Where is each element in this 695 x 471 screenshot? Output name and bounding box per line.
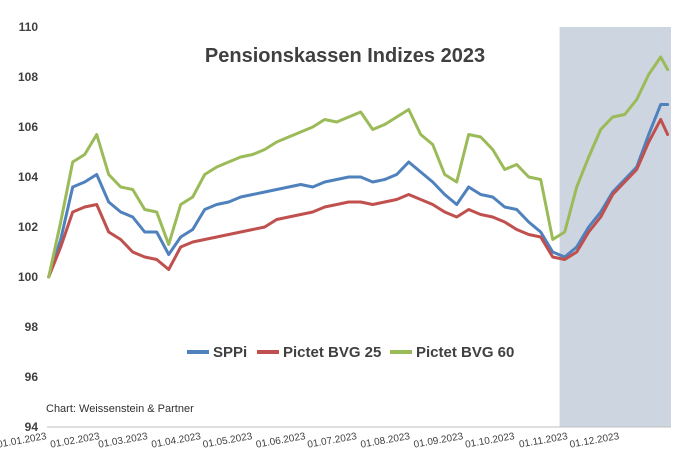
y-tick-label: 96 — [25, 370, 39, 384]
x-tick-label: 01.06.2023 — [255, 431, 307, 451]
series-line-2 — [47, 118, 670, 279]
series-line-3 — [47, 55, 670, 279]
x-tick-label: 01.07.2023 — [307, 431, 359, 451]
x-tick-label: 01.04.2023 — [151, 431, 203, 451]
legend-label: Pictet BVG 25 — [283, 344, 381, 361]
x-tick-label: 01.03.2023 — [97, 431, 149, 451]
y-tick-label: 104 — [18, 170, 38, 184]
y-tick-label: 110 — [19, 20, 39, 34]
chart-title: Pensionskassen Indizes 2023 — [205, 45, 485, 67]
x-tick-label: 01.01.2023 — [0, 431, 48, 451]
x-tick-label: 01.10.2023 — [464, 431, 516, 451]
x-tick-label: 01.09.2023 — [413, 431, 465, 451]
x-tick-label: 01.11.2023 — [518, 431, 569, 450]
y-tick-label: 94 — [25, 420, 39, 434]
legend-label: SPPi — [213, 344, 247, 361]
highlight-band — [559, 27, 671, 427]
legend-label: Pictet BVG 60 — [416, 344, 514, 361]
y-tick-label: 102 — [18, 220, 38, 234]
y-tick-label: 106 — [18, 120, 38, 134]
x-tick-label: 01.02.2023 — [49, 431, 101, 451]
x-tick-label: 01.05.2023 — [202, 431, 254, 451]
x-tick-label: 01.12.2023 — [569, 431, 621, 451]
y-tick-label: 108 — [18, 70, 38, 84]
y-tick-label: 98 — [25, 320, 39, 334]
chart-credit: Chart: Weissenstein & Partner — [46, 403, 194, 415]
series-line-1 — [47, 103, 670, 279]
y-tick-label: 100 — [18, 270, 38, 284]
x-tick-label: 01.08.2023 — [360, 431, 412, 451]
